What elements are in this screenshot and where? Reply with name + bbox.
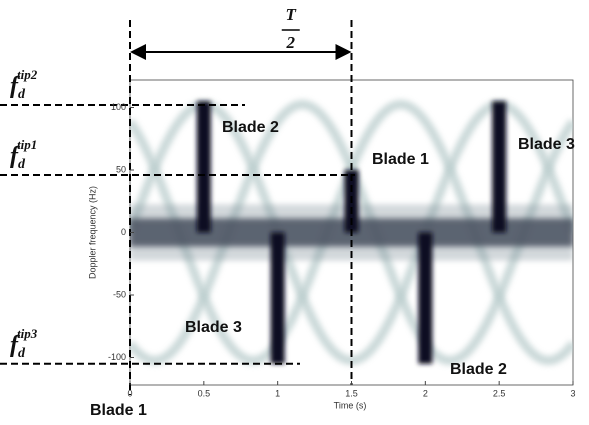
y-tick-label: 50: [116, 164, 126, 174]
y-axis-label: Doppler frequency (Hz): [87, 186, 97, 279]
blade-flash: [271, 233, 285, 364]
label-part: d: [18, 157, 26, 172]
x-axis-label: Time (s): [334, 400, 367, 410]
y-tick-label: -100: [108, 352, 126, 362]
chart: T2fdtip2fdtip1fdtip3Blade 2Blade 1Blade …: [0, 0, 589, 420]
period-numerator: T: [286, 5, 297, 24]
label-part: tip2: [17, 67, 38, 82]
blade-flash: [418, 233, 432, 364]
y-tick-label: -50: [113, 289, 126, 299]
reference-level-label: fdtip2: [10, 67, 38, 102]
reference-level-label: fdtip3: [10, 326, 38, 361]
x-tick-label: 1: [275, 388, 280, 398]
blade-label: Blade 1: [372, 151, 429, 168]
label-part: d: [18, 346, 26, 361]
x-tick-label: 3: [570, 388, 575, 398]
blade-label: Blade 2: [450, 361, 507, 378]
blade-flash: [492, 101, 506, 232]
x-tick-label: 2: [423, 388, 428, 398]
blade-label: Blade 3: [185, 319, 242, 336]
blade-flash: [197, 101, 211, 232]
blade-label: Blade 2: [222, 119, 279, 136]
reference-level-label: fdtip1: [10, 137, 37, 172]
label-part: tip3: [17, 326, 38, 341]
blade-label: Blade 3: [518, 136, 575, 153]
label-part: d: [18, 87, 26, 102]
x-tick-label: 2.5: [493, 388, 506, 398]
x-tick-label: 1.5: [345, 388, 358, 398]
period-denominator: 2: [286, 33, 296, 52]
y-tick-label: 0: [121, 227, 126, 237]
blade-label: Blade 1: [90, 402, 147, 419]
y-tick-label: 100: [111, 102, 126, 112]
x-tick-label: 0.5: [198, 388, 211, 398]
x-tick-label: 0: [127, 388, 132, 398]
label-part: tip1: [17, 137, 37, 152]
